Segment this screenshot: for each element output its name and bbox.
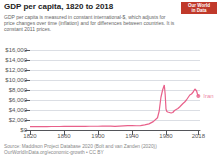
- svg-text:$14,000: $14,000: [5, 57, 27, 63]
- svg-text:1860: 1860: [57, 133, 71, 139]
- svg-text:$2,000: $2,000: [9, 117, 28, 123]
- svg-text:1980: 1980: [159, 133, 173, 139]
- svg-text:1820: 1820: [23, 133, 37, 139]
- svg-text:GDP per capita is measured in: GDP per capita is measured in constant i…: [4, 14, 166, 20]
- svg-text:GDP per capita, 1820 to 2018: GDP per capita, 1820 to 2018: [4, 2, 114, 11]
- svg-text:$10,000: $10,000: [5, 77, 27, 83]
- svg-text:Our World: Our World: [188, 3, 210, 8]
- svg-text:OurWorldInData.org/economic-gr: OurWorldInData.org/economic-growth • CC …: [4, 150, 104, 155]
- svg-text:1940: 1940: [125, 133, 139, 139]
- svg-text:Iran: Iran: [203, 93, 213, 99]
- svg-text:in Data: in Data: [191, 8, 207, 13]
- svg-text:1900: 1900: [91, 133, 105, 139]
- svg-text:$8,000: $8,000: [9, 87, 28, 93]
- svg-text:Source: Maddison Project Datab: Source: Maddison Project Database 2020 (…: [4, 144, 157, 149]
- svg-text:$4,000: $4,000: [9, 107, 28, 113]
- svg-text:constant 2011 prices.: constant 2011 prices.: [4, 26, 51, 32]
- svg-text:$0: $0: [20, 127, 27, 133]
- svg-text:$6,000: $6,000: [9, 97, 28, 103]
- svg-text:price changes over time (infla: price changes over time (inflation) and …: [4, 20, 175, 26]
- svg-text:$16,000: $16,000: [5, 47, 27, 53]
- svg-text:2018: 2018: [192, 133, 206, 139]
- svg-text:$12,000: $12,000: [5, 67, 27, 73]
